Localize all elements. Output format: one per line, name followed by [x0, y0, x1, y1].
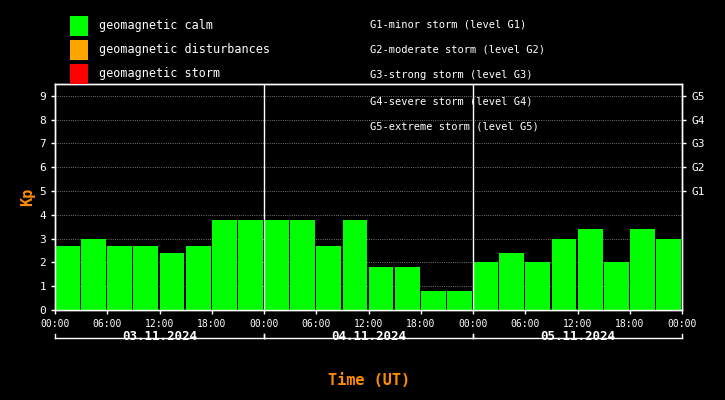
Text: Time (UT): Time (UT)	[328, 373, 410, 388]
Text: G4-severe storm (level G4): G4-severe storm (level G4)	[370, 96, 532, 106]
Bar	[552, 239, 576, 310]
Text: G3-strong storm (level G3): G3-strong storm (level G3)	[370, 70, 532, 80]
Bar	[186, 246, 210, 310]
Bar	[316, 246, 341, 310]
Bar	[133, 246, 158, 310]
Bar	[290, 220, 315, 310]
Text: 05.11.2024: 05.11.2024	[540, 330, 616, 343]
Text: 04.11.2024: 04.11.2024	[331, 330, 406, 343]
Bar	[656, 239, 681, 310]
Bar	[500, 253, 524, 310]
Bar	[238, 220, 263, 310]
Text: geomagnetic calm: geomagnetic calm	[99, 20, 212, 32]
Text: geomagnetic storm: geomagnetic storm	[99, 68, 220, 80]
Bar	[604, 262, 629, 310]
Bar	[55, 246, 80, 310]
Bar	[342, 220, 368, 310]
Bar	[630, 229, 655, 310]
Bar	[395, 267, 420, 310]
Bar	[264, 220, 289, 310]
Bar	[421, 291, 446, 310]
Bar	[447, 291, 472, 310]
Bar	[160, 253, 184, 310]
Text: G5-extreme storm (level G5): G5-extreme storm (level G5)	[370, 122, 539, 132]
Bar	[212, 220, 236, 310]
Y-axis label: Kp: Kp	[20, 188, 35, 206]
Bar	[81, 239, 106, 310]
Bar	[526, 262, 550, 310]
Text: G2-moderate storm (level G2): G2-moderate storm (level G2)	[370, 45, 544, 55]
Text: 03.11.2024: 03.11.2024	[122, 330, 197, 343]
Bar	[578, 229, 602, 310]
Bar	[473, 262, 498, 310]
Text: G1-minor storm (level G1): G1-minor storm (level G1)	[370, 19, 526, 29]
Bar	[368, 267, 394, 310]
Bar	[107, 246, 132, 310]
Text: geomagnetic disturbances: geomagnetic disturbances	[99, 44, 270, 56]
